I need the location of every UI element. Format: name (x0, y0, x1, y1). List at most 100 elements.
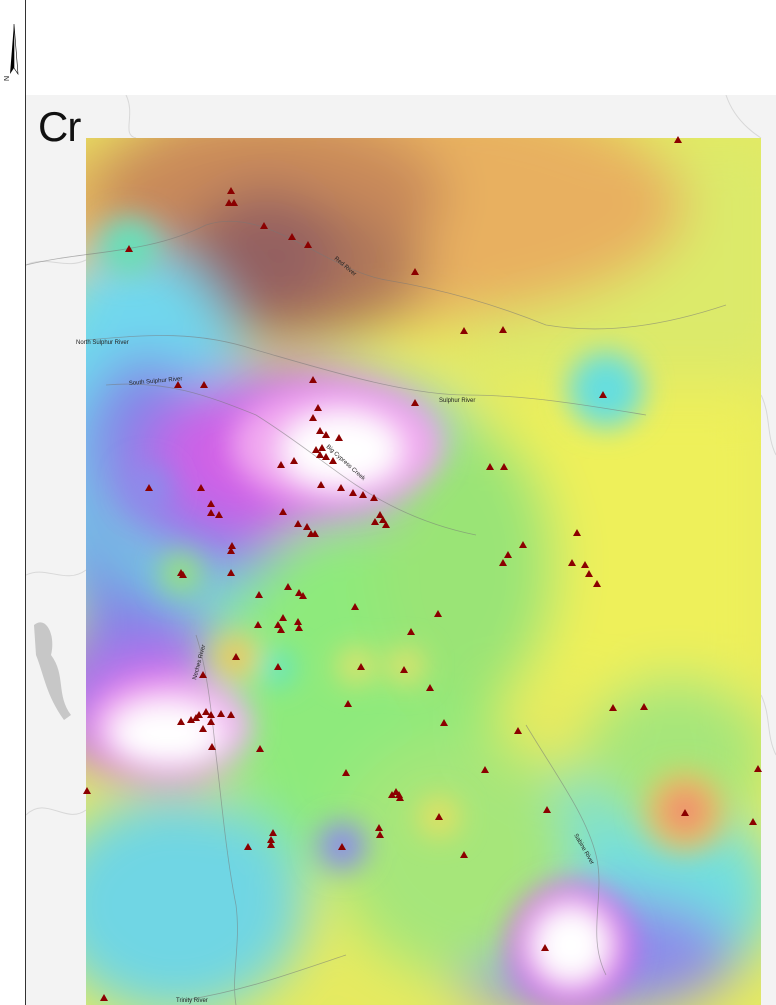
site-marker-triangle-icon (195, 711, 203, 718)
site-marker-triangle-icon (279, 614, 287, 621)
site-marker-triangle-icon (256, 745, 264, 752)
site-marker-triangle-icon (519, 541, 527, 548)
site-marker-triangle-icon (599, 391, 607, 398)
site-marker-triangle-icon (382, 521, 390, 528)
site-marker-triangle-icon (227, 569, 235, 576)
site-marker-triangle-icon (371, 518, 379, 525)
river-label: Sulphur River (439, 398, 475, 404)
site-marker-triangle-icon (227, 187, 235, 194)
site-marker-triangle-icon (202, 708, 210, 715)
site-marker-triangle-icon (316, 427, 324, 434)
river-lines (26, 220, 727, 1005)
site-marker-triangle-icon (357, 663, 365, 670)
site-marker-triangle-icon (581, 561, 589, 568)
site-marker-triangle-icon (217, 710, 225, 717)
site-marker-triangle-icon (376, 511, 384, 518)
site-marker-triangle-icon (434, 610, 442, 617)
site-marker-triangle-icon (277, 626, 285, 633)
site-marker-triangle-icon (295, 589, 303, 596)
site-marker-triangle-icon (274, 663, 282, 670)
site-marker-triangle-icon (208, 743, 216, 750)
site-marker-triangle-icon (749, 818, 757, 825)
panel-label: Cr (38, 103, 81, 150)
site-marker-triangle-icon (499, 559, 507, 566)
north-letter: N (4, 75, 12, 82)
site-marker-triangle-icon (145, 484, 153, 491)
site-marker-triangle-icon (376, 831, 384, 838)
site-marker-triangle-icon (400, 666, 408, 673)
site-marker-triangle-icon (187, 716, 195, 723)
site-marker-triangle-icon (609, 704, 617, 711)
site-marker-triangle-icon (199, 671, 207, 678)
site-marker-triangle-icon (317, 481, 325, 488)
site-marker-triangle-icon (299, 592, 307, 599)
lake-west (34, 622, 71, 720)
site-marker-triangle-icon (500, 463, 508, 470)
site-marker-triangle-icon (277, 461, 285, 468)
site-marker-triangle-icon (255, 591, 263, 598)
site-marker-triangle-icon (375, 824, 383, 831)
site-marker-triangle-icon (486, 463, 494, 470)
site-marker-triangle-icon (754, 765, 762, 772)
site-marker-triangle-icon (199, 725, 207, 732)
site-marker-triangle-icon (207, 718, 215, 725)
site-marker-triangle-icon (681, 809, 689, 816)
site-marker-triangle-icon (274, 621, 282, 628)
site-marker-triangle-icon (543, 806, 551, 813)
site-marker-triangle-icon (294, 618, 302, 625)
site-marker-triangle-icon (440, 719, 448, 726)
site-marker-triangle-icon (267, 841, 275, 848)
site-marker-triangle-icon (460, 327, 468, 334)
site-marker-triangle-icon (227, 711, 235, 718)
site-marker-triangle-icon (411, 268, 419, 275)
site-marker-triangle-icon (215, 511, 223, 518)
site-marker-triangle-icon (230, 199, 238, 206)
north-arrow-icon (10, 23, 19, 76)
site-marker-triangle-icon (232, 653, 240, 660)
site-marker-triangle-icon (267, 836, 275, 843)
site-marker-triangle-icon (177, 718, 185, 725)
site-marker-triangle-icon (585, 570, 593, 577)
legend-panel (0, 0, 776, 96)
site-marker-triangle-icon (329, 457, 337, 464)
site-marker-triangle-icon (254, 621, 262, 628)
site-marker-triangle-icon (311, 530, 319, 537)
map-frame[interactable]: Red River North Sulphur River South Sulp… (26, 95, 776, 1005)
site-marker-triangle-icon (279, 508, 287, 515)
site-marker-triangle-icon (309, 414, 317, 421)
site-marker-triangle-icon (396, 794, 404, 801)
site-marker-triangle-icon (460, 851, 468, 858)
site-marker-triangle-icon (426, 684, 434, 691)
left-margin-strip: N (0, 0, 26, 1005)
site-marker-triangle-icon (179, 571, 187, 578)
site-marker-triangle-icon (269, 829, 277, 836)
site-marker-triangle-icon (260, 222, 268, 229)
site-marker-triangle-icon (573, 529, 581, 536)
site-marker-triangle-icon (207, 711, 215, 718)
site-marker-triangle-icon (407, 628, 415, 635)
site-marker-triangle-icon (303, 523, 311, 530)
site-marker-triangle-icon (295, 624, 303, 631)
site-marker-triangle-icon (335, 434, 343, 441)
site-marker-triangle-icon (640, 703, 648, 710)
site-marker-triangle-icon (435, 813, 443, 820)
site-marker-triangle-icon (337, 484, 345, 491)
site-marker-triangle-icon (504, 551, 512, 558)
site-marker-triangle-icon (200, 381, 208, 388)
river-label: North Sulphur River (76, 340, 129, 346)
site-marker-triangle-icon (174, 381, 182, 388)
site-marker-triangle-icon (338, 843, 346, 850)
site-marker-triangle-icon (197, 484, 205, 491)
site-marker-triangle-icon (411, 399, 419, 406)
map-canvas[interactable]: Red River North Sulphur River South Sulp… (26, 95, 776, 1005)
site-marker-triangle-icon (314, 404, 322, 411)
site-marker-triangle-icon (284, 583, 292, 590)
site-marker-triangle-icon (322, 431, 330, 438)
site-markers (83, 136, 762, 1001)
site-marker-triangle-icon (370, 494, 378, 501)
site-marker-triangle-icon (244, 843, 252, 850)
river-label: Trinity River (176, 998, 208, 1004)
site-marker-triangle-icon (351, 603, 359, 610)
site-marker-triangle-icon (568, 559, 576, 566)
site-marker-triangle-icon (83, 787, 91, 794)
